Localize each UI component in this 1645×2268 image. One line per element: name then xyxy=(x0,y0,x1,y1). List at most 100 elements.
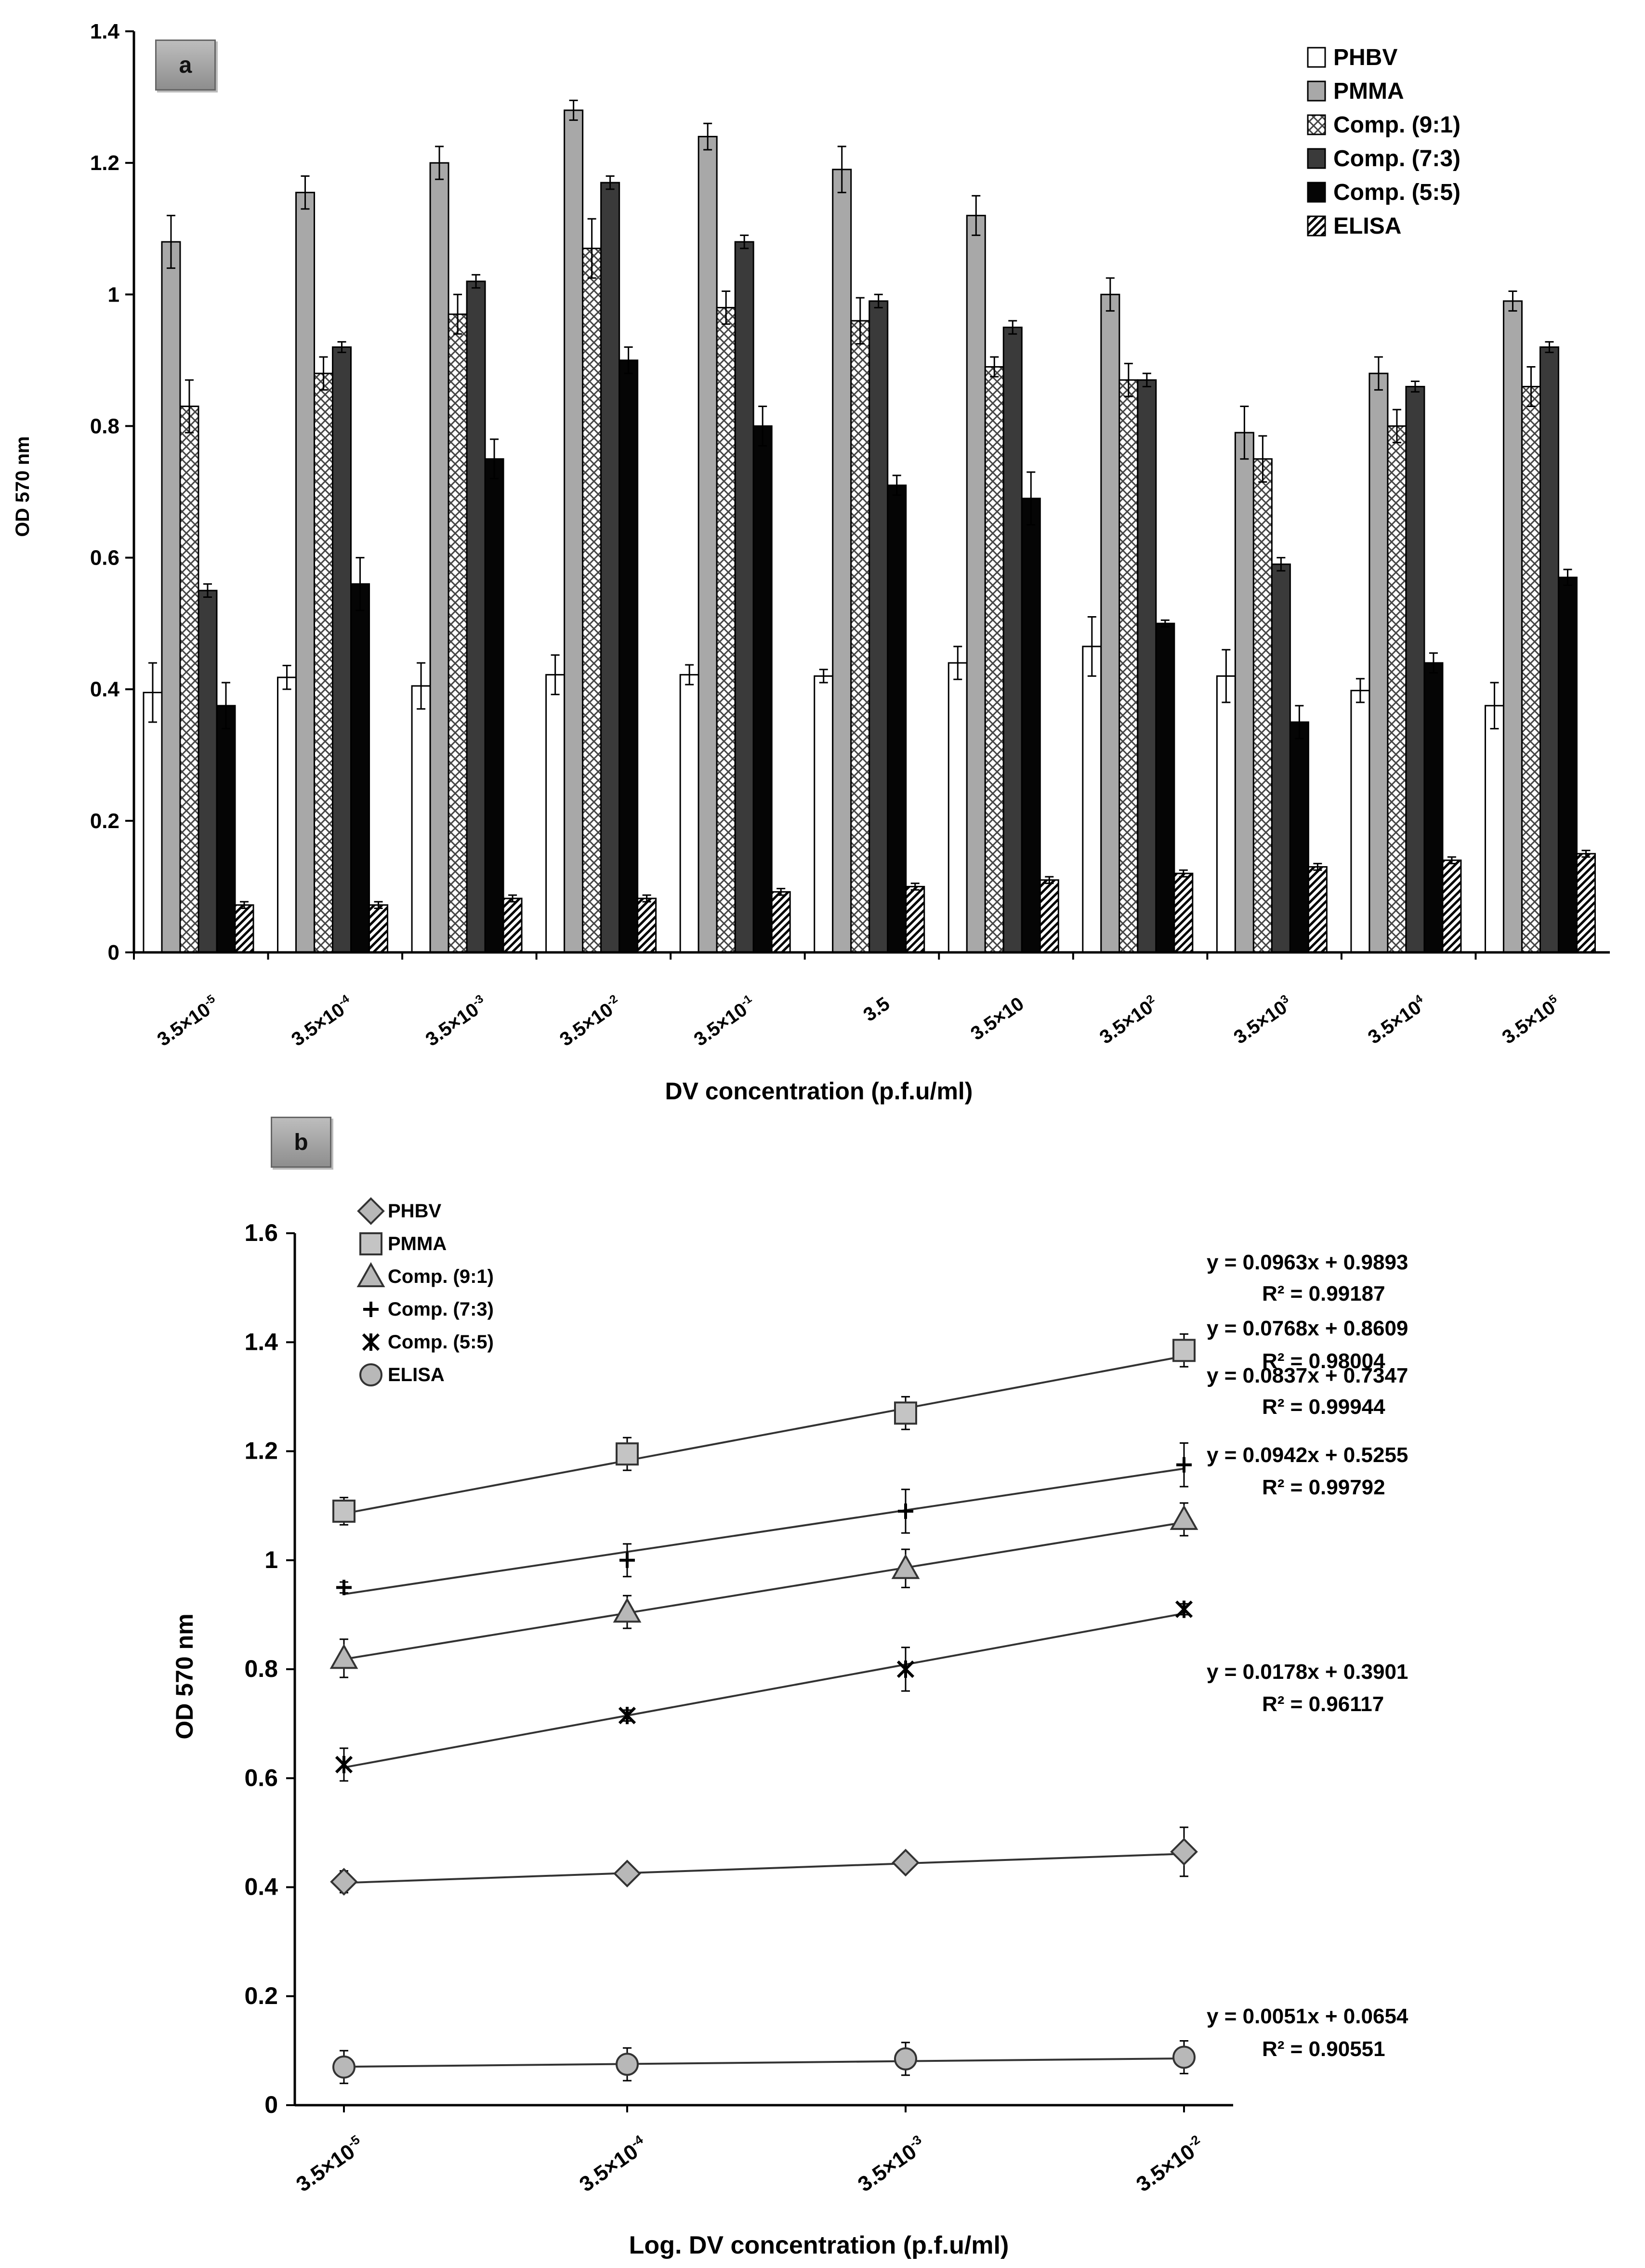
a-bar-comp-9-1 xyxy=(179,405,199,953)
b-x-tick-label: 3.5×10-5 xyxy=(291,2132,368,2197)
b-x-tick-label: 3.5×10-3 xyxy=(853,2132,930,2197)
a-legend-swatch-elisa xyxy=(1307,215,1326,237)
a-bar-comp-7-3 xyxy=(600,182,620,953)
b-legend-label: ELISA xyxy=(388,1364,445,1385)
a-bar-comp-7-3 xyxy=(1137,379,1157,953)
b-equation: y = 0.0963x + 0.9893 xyxy=(1207,1251,1408,1274)
b-point-comp-7-3 xyxy=(898,1503,913,1519)
a-error-bar xyxy=(1355,678,1365,703)
a-error-bar xyxy=(1222,649,1231,703)
a-bar-pmma xyxy=(1234,432,1254,953)
b-trend-lines xyxy=(343,1355,1184,2068)
a-legend-label: PHBV xyxy=(1333,45,1397,70)
a-bar-comp-7-3 xyxy=(466,280,486,953)
a-y-axis-ticks: 0 0.2 0.4 0.6 0.8 1 1.2 1.4 xyxy=(90,20,134,964)
b-r-squared: R² = 0.98004 xyxy=(1262,1349,1385,1373)
b-legend-marker-elisa xyxy=(359,1363,382,1386)
a-bar-comp-5-5 xyxy=(1155,622,1175,953)
b-equation: y = 0.0942x + 0.5255 xyxy=(1207,1443,1408,1467)
a-bar-comp-5-5 xyxy=(1423,662,1444,953)
b-trendline-pmma xyxy=(343,1355,1184,1515)
b-legend-label: PHBV xyxy=(388,1200,441,1222)
a-error-bar xyxy=(1240,405,1249,460)
a-bar-elisa xyxy=(234,904,254,953)
a-bar-comp-9-1 xyxy=(1119,379,1139,953)
a-bar-comp-7-3 xyxy=(332,346,352,953)
a-bar-comp-7-3 xyxy=(1002,327,1023,953)
a-bar-comp-5-5 xyxy=(216,705,236,953)
a-error-bar xyxy=(490,438,499,480)
a-error-bar xyxy=(472,274,481,289)
a-bar-phbv xyxy=(1082,646,1102,953)
a-error-bar xyxy=(1124,363,1133,397)
a-error-bar xyxy=(185,379,194,434)
a-legend-label: Comp. (5:5) xyxy=(1333,180,1461,205)
a-y-tick-label: 1.2 xyxy=(90,151,119,175)
a-bar-comp-9-1 xyxy=(716,307,736,953)
a-error-bar xyxy=(374,901,383,909)
a-x-tick-labels: 3.5×10-5 3.5×10-4 3.5×10-3 3.5×10-2 3.5×10-1… xyxy=(133,952,1564,1051)
b-axes xyxy=(293,1233,1233,2107)
a-bar-phbv xyxy=(948,662,968,953)
a-error-bar xyxy=(1508,290,1517,312)
a-error-bar xyxy=(624,346,633,374)
a-bar-comp-7-3 xyxy=(869,300,889,953)
a-x-tick-label: 3.5×10-5 xyxy=(153,992,223,1051)
a-bar-comp-5-5 xyxy=(1021,498,1041,953)
a-error-bar xyxy=(892,475,901,496)
b-y-tick-label: 0.2 xyxy=(244,1982,278,2009)
a-bar-comp-7-3 xyxy=(1405,385,1425,953)
a-bar-pmma xyxy=(429,162,449,953)
a-error-bar xyxy=(1045,876,1054,884)
a-legend-swatch-comp-9-1 xyxy=(1307,114,1326,135)
b-point-pmma xyxy=(616,1442,639,1466)
a-error-bar xyxy=(722,290,731,325)
b-equations: y = 0.0178x + 0.3901 R² = 0.96117 y = 0.09… xyxy=(1207,1251,1408,2061)
a-error-bar xyxy=(319,356,328,391)
a-legend-swatch-comp-5-5 xyxy=(1307,182,1326,203)
a-bar-phbv xyxy=(1484,705,1504,953)
b-point-comp-5-5 xyxy=(335,1755,353,1774)
a-bar-comp-5-5 xyxy=(1557,577,1578,953)
a-bar-comp-5-5 xyxy=(887,484,907,953)
b-y-tick-label: 0.8 xyxy=(244,1655,278,1682)
a-error-bar xyxy=(203,583,212,598)
a-error-bar xyxy=(972,195,981,236)
a-bar-comp-5-5 xyxy=(1289,721,1309,953)
a-x-tick-label: 3.5×102 xyxy=(1095,992,1162,1048)
b-legend: PHBV PMMA Comp. (9:1) Comp. (7:3) Comp. (5:5… xyxy=(356,1197,494,1386)
a-error-bar xyxy=(1313,863,1322,871)
a-bar-comp-7-3 xyxy=(197,590,218,953)
b-trendline-elisa xyxy=(343,2057,1184,2068)
a-bar-comp-9-1 xyxy=(850,320,870,953)
b-r-squared: R² = 0.99792 xyxy=(1262,1476,1385,1499)
a-error-bar xyxy=(837,145,846,194)
a-error-bar xyxy=(685,664,694,686)
a-bar-phbv xyxy=(277,676,297,953)
a-error-bar xyxy=(642,894,651,903)
b-equation: y = 0.0837x + 0.7347 xyxy=(1207,1364,1408,1387)
b-point-phbv xyxy=(613,1859,641,1888)
a-bar-elisa xyxy=(637,897,657,953)
b-point-phbv xyxy=(1170,1838,1198,1866)
b-equation: y = 0.0178x + 0.3901 xyxy=(1207,1660,1408,1684)
a-bar-comp-9-1 xyxy=(314,372,334,953)
a-x-tick-label: 3.5×105 xyxy=(1498,992,1564,1048)
a-bar-comp-5-5 xyxy=(484,458,504,953)
a-error-bar xyxy=(240,901,249,909)
a-bar-elisa xyxy=(368,904,389,953)
b-data-points xyxy=(329,1333,1198,2084)
a-error-bar xyxy=(740,234,749,250)
a-legend-swatch-phbv xyxy=(1307,47,1326,68)
a-bar-pmma xyxy=(1369,372,1389,953)
a-bar-elisa xyxy=(1576,853,1596,953)
a-error-bar xyxy=(1087,616,1096,677)
a-axes xyxy=(132,31,1610,954)
panel-a-bar-chart: 00.20.40.60.811.21.4 3.5×10-5 3.5×10-4 3.5… xyxy=(12,20,1610,1105)
b-y-tick-label: 1.4 xyxy=(244,1328,278,1355)
b-point-pmma xyxy=(1172,1339,1196,1362)
b-x-tick-label: 3.5×10-4 xyxy=(575,2132,652,2197)
a-error-bar xyxy=(990,356,999,378)
b-point-phbv xyxy=(892,1848,920,1877)
a-error-bar xyxy=(167,214,175,269)
